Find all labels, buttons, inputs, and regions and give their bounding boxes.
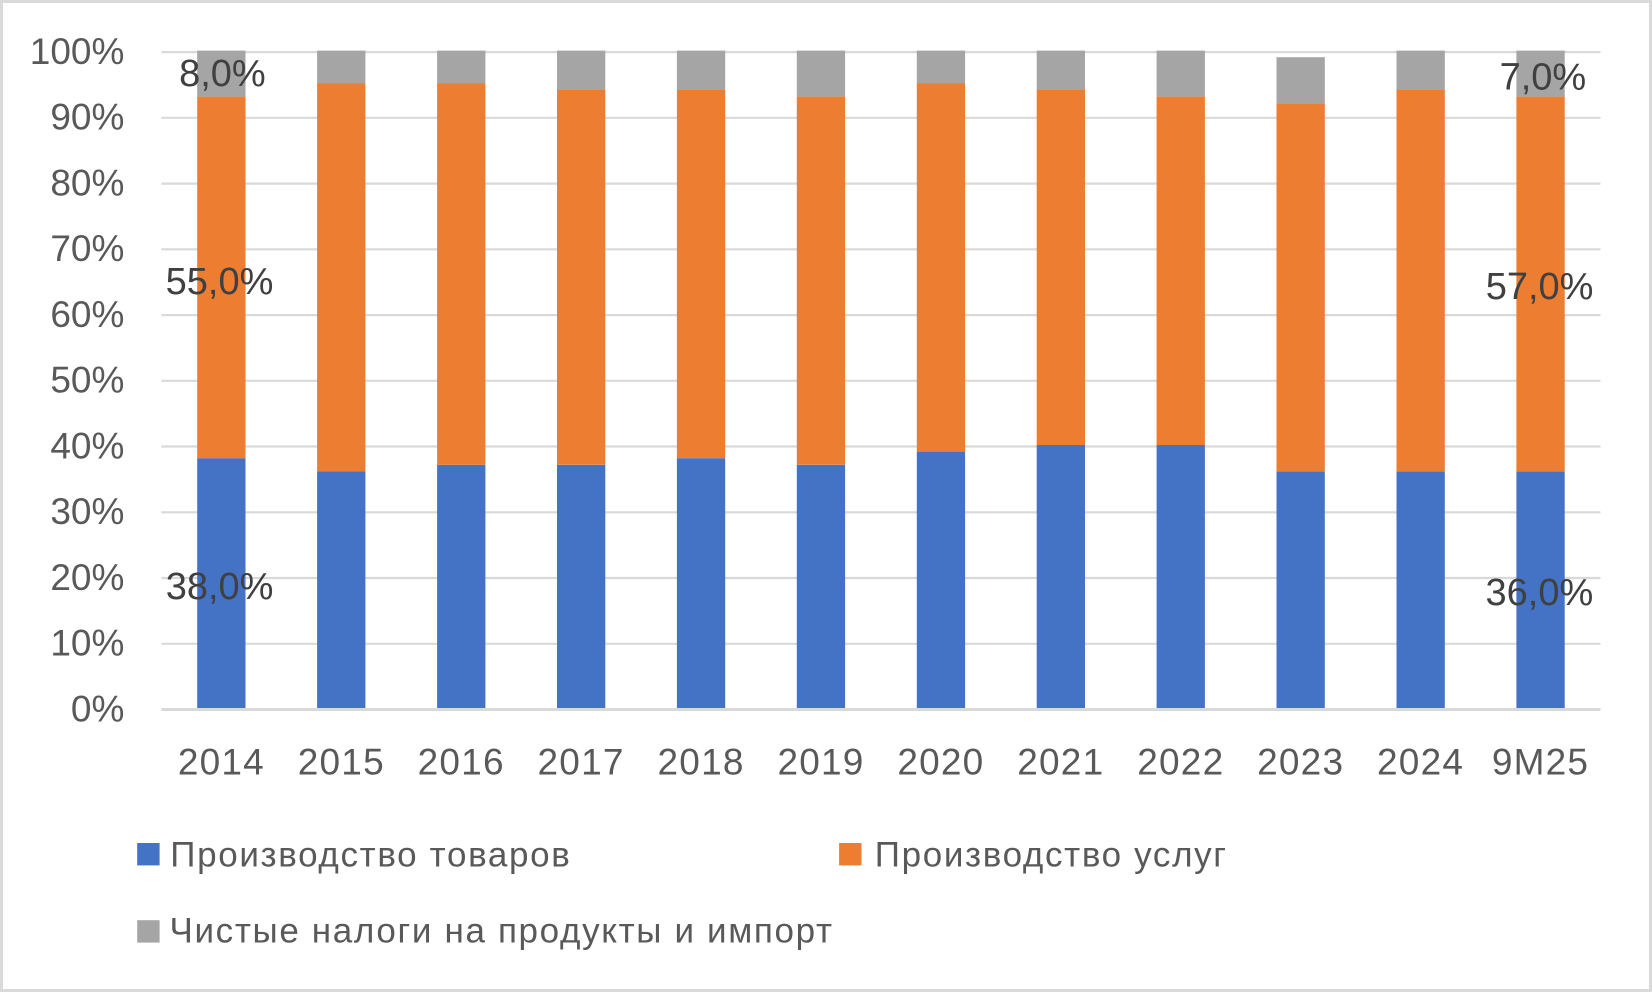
svg-text:30%: 30%: [50, 491, 124, 532]
svg-text:9M25: 9M25: [1492, 742, 1589, 783]
svg-text:57,0%: 57,0%: [1486, 266, 1594, 308]
svg-text:70%: 70%: [50, 228, 124, 269]
svg-text:Чистые налоги на продукты и им: Чистые налоги на продукты и импорт: [170, 912, 834, 951]
svg-text:60%: 60%: [50, 294, 124, 335]
svg-text:2017: 2017: [538, 742, 625, 783]
svg-text:2018: 2018: [658, 742, 745, 783]
svg-text:2021: 2021: [1017, 742, 1104, 783]
svg-text:Производство услуг: Производство услуг: [875, 836, 1228, 875]
svg-text:55,0%: 55,0%: [166, 261, 274, 303]
svg-text:8,0%: 8,0%: [179, 53, 266, 95]
svg-text:40%: 40%: [50, 425, 124, 466]
svg-text:20%: 20%: [50, 557, 124, 598]
svg-text:7,0%: 7,0%: [1500, 56, 1587, 98]
svg-text:2014: 2014: [178, 742, 265, 783]
svg-text:50%: 50%: [50, 360, 124, 401]
svg-text:80%: 80%: [50, 162, 124, 203]
svg-text:2022: 2022: [1137, 742, 1224, 783]
svg-text:2016: 2016: [418, 742, 505, 783]
svg-text:90%: 90%: [50, 97, 124, 138]
svg-text:10%: 10%: [50, 623, 124, 664]
svg-text:2024: 2024: [1377, 742, 1464, 783]
svg-text:2020: 2020: [897, 742, 984, 783]
svg-text:100%: 100%: [30, 31, 125, 72]
svg-text:2019: 2019: [777, 742, 864, 783]
svg-text:38,0%: 38,0%: [166, 566, 274, 608]
svg-text:2015: 2015: [298, 742, 385, 783]
svg-text:Производство товаров: Производство товаров: [170, 836, 571, 875]
svg-text:0%: 0%: [71, 688, 124, 729]
svg-text:2023: 2023: [1257, 742, 1344, 783]
svg-text:36,0%: 36,0%: [1486, 572, 1594, 614]
